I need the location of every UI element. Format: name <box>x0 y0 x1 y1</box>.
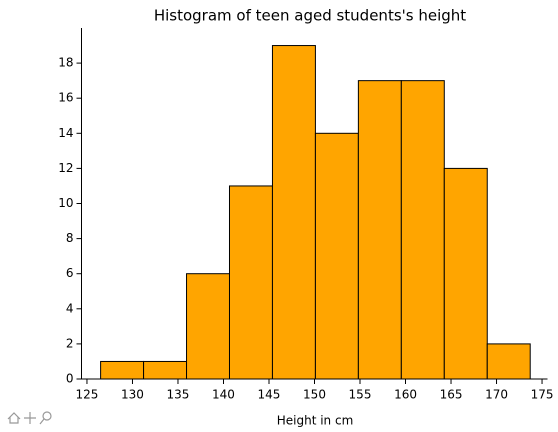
x-tick-label: 145 <box>258 388 281 402</box>
bar <box>486 343 531 380</box>
zoom-handle <box>39 418 45 425</box>
home-icon[interactable] <box>7 412 21 424</box>
x-tick-label: 175 <box>531 388 554 402</box>
x-tick-label: 165 <box>440 388 463 402</box>
bar <box>357 80 402 380</box>
bar <box>314 132 359 380</box>
bar <box>143 360 188 380</box>
x-tick-label: 135 <box>167 388 190 402</box>
toolbar[interactable] <box>7 411 52 425</box>
chart-title: Histogram of teen aged students's height <box>154 7 466 25</box>
bar <box>186 273 230 380</box>
x-tick-label: 150 <box>303 388 326 402</box>
y-tick-label: 0 <box>66 372 74 386</box>
x-tick-label: 160 <box>394 388 417 402</box>
zoom-icon[interactable] <box>42 411 52 421</box>
y-tick-label: 16 <box>58 91 73 105</box>
bar <box>271 45 316 380</box>
y-tick-label: 4 <box>66 301 74 315</box>
x-tick-label: 170 <box>485 388 508 402</box>
y-tick-label: 8 <box>66 231 74 245</box>
bar <box>228 185 273 380</box>
bar <box>400 80 445 380</box>
pan-icon[interactable] <box>24 412 36 424</box>
y-tick-label: 2 <box>66 336 74 350</box>
y-tick-label: 14 <box>58 126 73 140</box>
x-tick-label: 155 <box>349 388 372 402</box>
y-tick-label: 12 <box>58 161 73 175</box>
x-tick-label: 140 <box>212 388 235 402</box>
y-tick-label: 6 <box>66 266 74 280</box>
y-tick-label: 10 <box>58 196 73 210</box>
x-tick-label: 125 <box>76 388 99 402</box>
bar <box>443 167 488 380</box>
bar <box>100 360 145 380</box>
x-tick-label: 130 <box>121 388 144 402</box>
y-tick-label: 18 <box>58 56 73 70</box>
x-axis-label: Height in cm <box>277 414 354 428</box>
